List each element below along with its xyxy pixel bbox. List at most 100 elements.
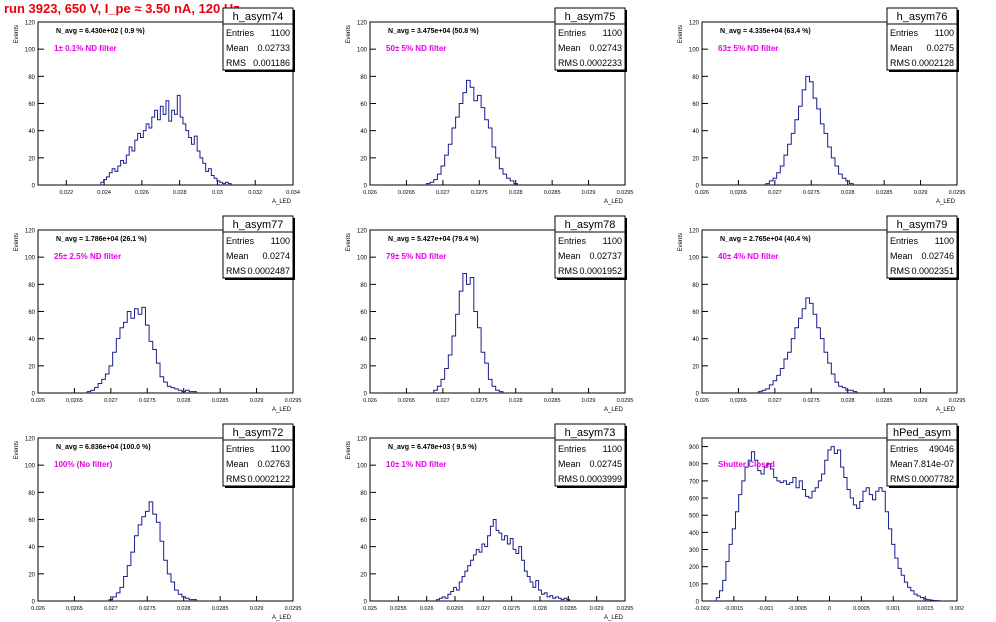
x-tick-label: 0.027 bbox=[436, 190, 450, 196]
y-tick-label: 20 bbox=[360, 364, 367, 370]
y-tick-label: 120 bbox=[689, 21, 700, 27]
stats-value: 0.0274 bbox=[262, 251, 290, 261]
x-tick-label: 0.026 bbox=[31, 606, 45, 612]
x-tick-label: 0.029 bbox=[914, 398, 928, 404]
stats-value: 0.02737 bbox=[589, 251, 622, 261]
navg-annotation: N_avg = 6.478e+03 ( 9.5 %) bbox=[388, 444, 477, 451]
y-tick-label: 20 bbox=[28, 156, 35, 162]
stats-key: Mean bbox=[226, 459, 249, 469]
x-axis-label: A_LED bbox=[272, 615, 292, 621]
x-tick-label: 0.0295 bbox=[949, 190, 966, 196]
stats-key: RMS bbox=[890, 266, 910, 276]
y-tick-label: 60 bbox=[28, 102, 35, 108]
y-tick-label: 800 bbox=[689, 462, 700, 468]
histogram-panel-h_asym78: 0 20 40 60 80 100 120 0.026 0.0265 0.027 0.0275 0.0… bbox=[346, 215, 633, 413]
y-tick-label: 40 bbox=[28, 337, 35, 343]
y-tick-label: 0 bbox=[364, 392, 368, 398]
stats-key: Entries bbox=[890, 236, 919, 246]
y-tick-label: 100 bbox=[689, 256, 700, 262]
stats-key: Entries bbox=[558, 28, 587, 38]
stats-box bbox=[554, 215, 626, 279]
y-tick-label: 0 bbox=[32, 600, 36, 606]
x-tick-label: 0.0015 bbox=[917, 606, 934, 612]
histogram-line bbox=[86, 306, 197, 393]
stats-value: 0.0003999 bbox=[579, 474, 622, 484]
x-tick-label: 0.0295 bbox=[617, 606, 634, 612]
x-tick-label: 0.032 bbox=[248, 190, 262, 196]
stats-key: Entries bbox=[558, 444, 587, 454]
histogram-panel-h_asym73: 0 20 40 60 80 100 120 0.025 0.0255 0.026 0.0265 0.0… bbox=[346, 423, 634, 621]
x-tick-label: 0.028 bbox=[509, 398, 523, 404]
stats-value: 7.814e-07 bbox=[913, 459, 954, 469]
x-tick-label: 0.028 bbox=[173, 190, 187, 196]
histogram-line bbox=[757, 297, 858, 393]
y-tick-label: 80 bbox=[692, 75, 699, 81]
stats-box bbox=[222, 215, 294, 279]
y-tick-label: 100 bbox=[25, 48, 36, 54]
stats-box bbox=[886, 7, 958, 71]
x-tick-label: 0.0255 bbox=[390, 606, 407, 612]
stats-value: 1100 bbox=[271, 28, 290, 38]
y-tick-label: 120 bbox=[25, 21, 36, 27]
x-tick-label: 0.029 bbox=[250, 606, 264, 612]
y-tick-label: 20 bbox=[28, 364, 35, 370]
y-axis-label: Events bbox=[346, 441, 352, 459]
x-tick-label: 0.028 bbox=[509, 190, 523, 196]
y-tick-label: 60 bbox=[360, 102, 367, 108]
histogram-panel-h_asym77: 0 20 40 60 80 100 120 0.026 0.0265 0.027 0.0275 0.0… bbox=[14, 215, 301, 413]
x-tick-label: -0.001 bbox=[758, 606, 774, 612]
stats-key: Mean bbox=[558, 459, 581, 469]
stats-value: 0.0002128 bbox=[911, 58, 954, 68]
navg-annotation: N_avg = 6.430e+02 ( 0.9 %) bbox=[56, 28, 145, 35]
stats-key: RMS bbox=[558, 58, 578, 68]
stats-value: 0.0002233 bbox=[579, 58, 622, 68]
x-tick-label: 0.029 bbox=[590, 606, 604, 612]
x-tick-label: 0.028 bbox=[177, 606, 191, 612]
x-tick-label: 0.026 bbox=[695, 190, 709, 196]
x-tick-label: 0.0275 bbox=[139, 398, 156, 404]
y-tick-label: 60 bbox=[360, 310, 367, 316]
x-tick-label: 0.002 bbox=[950, 606, 964, 612]
filter-annotation: Shutter Closed bbox=[718, 460, 775, 469]
navg-annotation: N_avg = 6.836e+04 (100.0 %) bbox=[56, 444, 151, 451]
x-tick-label: 0.0275 bbox=[803, 190, 820, 196]
stats-box bbox=[222, 423, 294, 487]
x-tick-label: 0.0285 bbox=[876, 398, 893, 404]
histogram-name: h_asym77 bbox=[233, 219, 284, 231]
stats-value: 0.02745 bbox=[589, 459, 622, 469]
y-axis-label: Events bbox=[678, 25, 684, 43]
x-axis-label: A_LED bbox=[604, 407, 624, 413]
histogram-panel-h_asym76: 0 20 40 60 80 100 120 0.026 0.0265 0.027 0.0275 0.0… bbox=[678, 7, 966, 205]
y-tick-label: 80 bbox=[28, 491, 35, 497]
y-tick-label: 40 bbox=[28, 129, 35, 135]
stats-key: RMS bbox=[226, 58, 246, 68]
x-tick-label: 0.028 bbox=[177, 398, 191, 404]
x-tick-label: 0 bbox=[828, 606, 831, 612]
x-axis-label: A_LED bbox=[936, 199, 956, 205]
y-axis-label: Events bbox=[346, 25, 352, 43]
filter-annotation: 63± 5% ND filter bbox=[718, 44, 778, 53]
filter-annotation: 25± 2.5% ND filter bbox=[54, 252, 121, 261]
stats-key: Mean bbox=[226, 251, 249, 261]
histogram-line bbox=[425, 79, 519, 185]
y-tick-label: 100 bbox=[357, 464, 368, 470]
x-tick-label: 0.0265 bbox=[398, 398, 415, 404]
y-axis-label: Events bbox=[14, 441, 20, 459]
stats-key: Entries bbox=[890, 444, 919, 454]
y-tick-label: 0 bbox=[32, 392, 36, 398]
x-tick-label: 0.022 bbox=[59, 190, 73, 196]
x-tick-label: 0.029 bbox=[582, 398, 596, 404]
x-tick-label: 0.0295 bbox=[617, 190, 634, 196]
y-tick-label: 100 bbox=[689, 582, 700, 588]
y-tick-label: 60 bbox=[28, 518, 35, 524]
y-axis-label: Events bbox=[678, 233, 684, 251]
x-tick-label: 0.0285 bbox=[876, 190, 893, 196]
stats-value: 0.02763 bbox=[257, 459, 290, 469]
y-tick-label: 20 bbox=[360, 156, 367, 162]
y-tick-label: 80 bbox=[360, 491, 367, 497]
x-tick-label: 0.0285 bbox=[544, 190, 561, 196]
y-tick-label: 80 bbox=[28, 283, 35, 289]
x-tick-label: 0.026 bbox=[695, 398, 709, 404]
filter-annotation: 100% (No filter) bbox=[54, 460, 113, 469]
y-tick-label: 40 bbox=[360, 337, 367, 343]
